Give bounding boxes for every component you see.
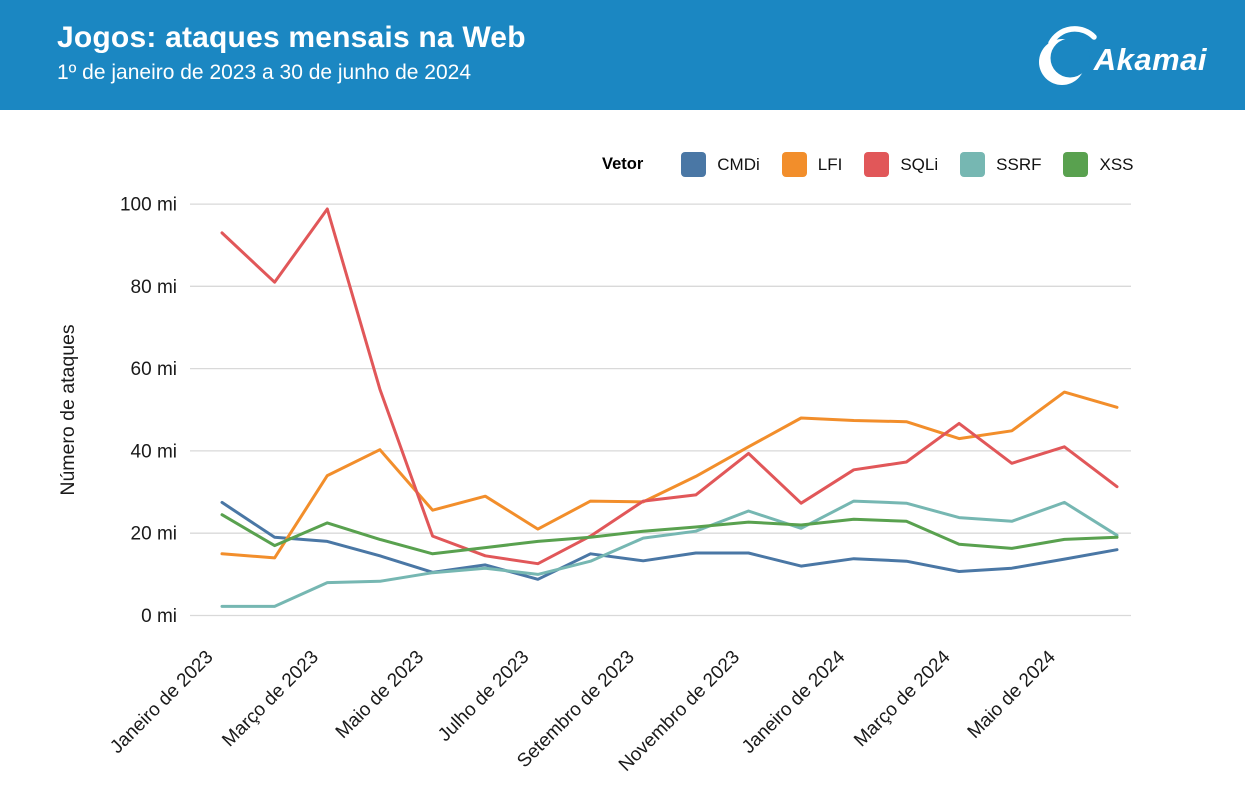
legend-swatch-CMDi <box>681 152 707 177</box>
legend-swatch-SSRF <box>960 152 986 177</box>
legend-item-CMDi: CMDi <box>681 152 760 177</box>
x-tick-label: Março de 2024 <box>850 646 955 751</box>
legend-label-XSS: XSS <box>1099 154 1134 174</box>
legend-swatch-XSS <box>1063 152 1089 177</box>
x-tick-label: Novembro de 2023 <box>615 647 744 776</box>
y-tick-label: 80 mi <box>131 277 177 298</box>
legend-item-SSRF: SSRF <box>960 152 1041 177</box>
x-tick-label: Março de 2023 <box>218 647 322 751</box>
legend-items: CMDi LFI SQLi SSRF XSS <box>681 152 1155 177</box>
series-line-CMDi <box>220 500 1119 581</box>
akamai-logo-text: Akamai <box>1093 42 1207 77</box>
legend-title: Vetor <box>602 155 644 173</box>
legend-swatch-LFI <box>781 152 807 177</box>
chart-legend: Vetor CMDi LFI SQLi SSRF XSS <box>602 152 1156 177</box>
legend-swatch-SQLi <box>864 152 890 177</box>
header-banner: Jogos: ataques mensais na Web 1º de jane… <box>0 0 1245 110</box>
series-line-SSRF <box>220 499 1119 608</box>
page-subtitle: 1º de janeiro de 2023 a 30 de junho de 2… <box>57 61 472 84</box>
y-tick-label: 0 mi <box>141 606 177 627</box>
x-tick-label: Maio de 2023 <box>332 647 428 743</box>
legend-label-LFI: LFI <box>817 154 843 174</box>
y-tick-label: 40 mi <box>131 441 177 462</box>
series-line-XSS <box>220 513 1119 556</box>
header-titles: Jogos: ataques mensais na Web 1º de jane… <box>57 20 526 85</box>
x-tick-label: Maio de 2024 <box>964 646 1061 743</box>
series-line-SQLi <box>220 207 1119 566</box>
y-tick-label: 20 mi <box>131 524 177 545</box>
y-axis-title: Número de ataques <box>57 324 79 496</box>
legend-item-XSS: XSS <box>1063 152 1134 177</box>
legend-item-LFI: LFI <box>781 152 843 177</box>
legend-label-SSRF: SSRF <box>996 154 1042 174</box>
y-tick-label: 60 mi <box>131 359 177 380</box>
x-tick-label: Janeiro de 2023 <box>106 647 217 758</box>
legend-label-SQLi: SQLi <box>900 154 939 174</box>
x-tick-label: Janeiro de 2024 <box>738 646 850 758</box>
chart: 0 mi 20 mi 40 mi 60 mi 80 mi 100 mi Número de … <box>0 110 1245 800</box>
y-tick-label: 100 mi <box>120 195 177 216</box>
series-line-LFI <box>220 390 1119 560</box>
x-tick-label: Setembro de 2023 <box>513 647 638 772</box>
akamai-crescent-icon <box>1038 26 1097 85</box>
legend-item-SQLi: SQLi <box>864 152 938 177</box>
legend-label-CMDi: CMDi <box>717 154 760 174</box>
x-tick-label: Julho de 2023 <box>434 647 533 746</box>
akamai-logo: Akamai <box>1036 21 1207 89</box>
page-title: Jogos: ataques mensais na Web <box>57 21 526 54</box>
line-chart: 0 mi 20 mi 40 mi 60 mi 80 mi 100 mi Número de … <box>57 195 1131 776</box>
